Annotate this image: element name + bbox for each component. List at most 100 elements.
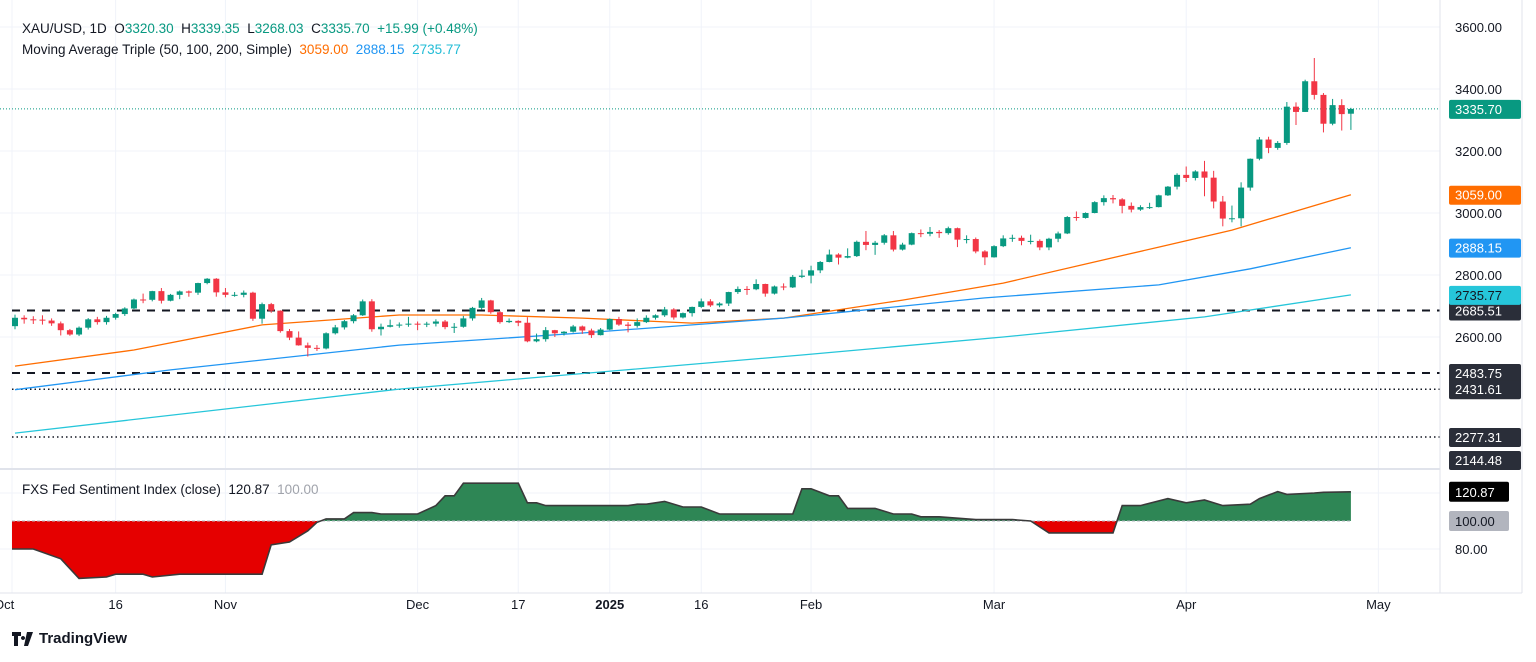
horizontal-levels [0, 108, 1440, 438]
candle-body [945, 228, 952, 234]
candle-body [1228, 218, 1235, 220]
sentiment-title[interactable]: FXS Fed Sentiment Index (close) [22, 482, 221, 497]
candle-body [881, 235, 888, 243]
ma-line-sma50 [14, 194, 1352, 367]
candle [496, 310, 503, 324]
candle [917, 229, 924, 238]
candle-body [506, 320, 513, 323]
ma50-value: 3059.00 [299, 42, 349, 57]
candle-body [66, 330, 73, 335]
candle-body [771, 286, 778, 294]
candle [1027, 234, 1034, 245]
candle-body [1091, 202, 1098, 213]
candle [872, 240, 879, 255]
candle-body [1100, 198, 1107, 203]
candle [890, 230, 897, 252]
candle [981, 250, 988, 266]
candle-body [1110, 198, 1116, 200]
tradingview-logo[interactable]: TradingView [12, 630, 127, 647]
candle-body [1137, 207, 1144, 210]
candle [1228, 205, 1235, 223]
ma-price-label-text: 2735.77 [1455, 288, 1502, 303]
symbol-title[interactable]: XAU/USD, 1D [22, 21, 107, 36]
price-axis-label: 2600.00 [1455, 330, 1502, 345]
candle-body [1073, 217, 1080, 219]
time-axis[interactable]: Oct 16 Nov Dec 17 2025 16 Feb Mar Apr May [0, 597, 1391, 612]
brand-name: TradingView [39, 630, 128, 647]
candle [1247, 158, 1254, 191]
candle [762, 283, 769, 297]
candle-body [158, 291, 165, 301]
candle-body [1201, 171, 1208, 178]
sentiment-area-negative [12, 521, 1351, 579]
candle-body [1009, 237, 1016, 239]
candle [1329, 98, 1336, 126]
ma-price-label-text: 2888.15 [1455, 241, 1502, 256]
candle [277, 310, 284, 333]
candle [1201, 160, 1208, 197]
candle [414, 321, 421, 331]
low-label: L [247, 21, 255, 36]
ma-price-label-bg [1449, 238, 1521, 258]
ma-title[interactable]: Moving Average Triple (50, 100, 200, Sim… [22, 42, 292, 57]
candle [1146, 202, 1153, 209]
ma100-value: 2888.15 [355, 42, 405, 57]
candle-body [899, 244, 906, 250]
candle [1100, 195, 1107, 206]
candle [268, 302, 275, 313]
candle [679, 312, 686, 319]
price-axis[interactable]: 3600.00 3400.00 3200.00 3000.00 2800.00 2600.… [1449, 20, 1521, 470]
candle [1338, 99, 1345, 131]
candle-body [908, 233, 915, 245]
candle-body [332, 327, 339, 334]
candle-body [48, 320, 55, 324]
candle-body [1320, 94, 1327, 124]
time-axis-label: 2025 [595, 597, 624, 612]
candle [615, 316, 622, 326]
candle-body [1146, 207, 1153, 209]
candle [469, 306, 476, 321]
time-axis-label: 17 [511, 597, 525, 612]
candle [780, 283, 787, 291]
moving-average-lines [14, 194, 1352, 434]
candle-body [423, 323, 430, 325]
last-price-label: 3335.70 [1449, 99, 1521, 119]
ma-price-label: 3059.00 [1449, 185, 1521, 205]
candle [844, 248, 851, 259]
candle [176, 290, 183, 300]
candle [963, 235, 970, 244]
candle [231, 292, 238, 297]
candle [149, 290, 156, 302]
candle-body [1293, 106, 1299, 112]
ma200-value: 2735.77 [412, 42, 461, 57]
price-axis-label: 3200.00 [1455, 144, 1502, 159]
high-value: 3339.35 [190, 21, 240, 36]
candle [698, 298, 705, 308]
candle [66, 328, 73, 336]
candle [304, 342, 311, 357]
candle-body [167, 294, 174, 301]
candle-body [1219, 201, 1226, 219]
candle [1137, 205, 1144, 211]
candle-body [707, 301, 714, 306]
last-price-label-text: 3335.70 [1455, 102, 1502, 117]
candle [927, 226, 933, 237]
sentiment-pane [12, 482, 1351, 580]
price-axis-label: 2800.00 [1455, 268, 1502, 283]
candle-body [405, 323, 412, 325]
candle-body [76, 327, 83, 335]
candle [167, 293, 174, 302]
candle-body [112, 314, 119, 318]
candle [1183, 166, 1190, 182]
candle [1164, 186, 1171, 196]
candle [936, 230, 943, 238]
candle [579, 325, 586, 334]
candle [524, 317, 531, 343]
level-price-label-bg [1449, 451, 1521, 470]
candle [195, 282, 201, 295]
sentiment-axis[interactable]: 120.87 100.00 80.00 [1449, 481, 1509, 557]
candle [716, 302, 723, 308]
candle-body [1128, 205, 1135, 210]
candle-body [515, 320, 522, 323]
